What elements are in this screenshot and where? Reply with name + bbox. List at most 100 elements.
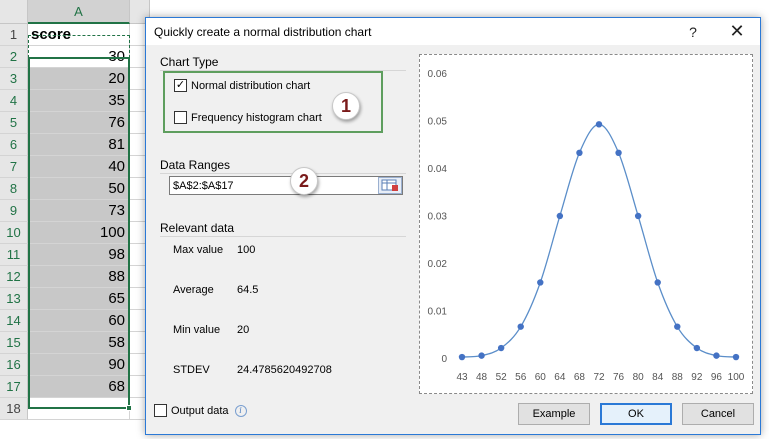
empty-cell[interactable] xyxy=(130,24,150,46)
normal-chart-option[interactable]: ✓ Normal distribution chart xyxy=(174,79,310,92)
data-point xyxy=(497,344,505,352)
close-button[interactable]: ✕ xyxy=(729,21,745,41)
empty-cell[interactable] xyxy=(130,310,150,332)
data-cell[interactable]: 65 xyxy=(28,288,130,310)
sheet-row: 18 xyxy=(0,398,150,420)
row-number[interactable]: 11 xyxy=(0,244,28,266)
data-point xyxy=(654,279,661,286)
empty-cell[interactable] xyxy=(130,134,150,156)
empty-cell[interactable] xyxy=(130,200,150,222)
row-number[interactable]: 4 xyxy=(0,90,28,112)
output-data-option[interactable]: Output data i xyxy=(154,404,247,417)
relevant-data-label: Relevant data xyxy=(160,221,235,235)
histogram-chart-checkbox[interactable] xyxy=(174,111,187,124)
fill-handle[interactable] xyxy=(126,405,132,411)
cancel-button[interactable]: Cancel xyxy=(682,403,754,425)
data-range-input[interactable]: $A$2:$A$17 xyxy=(169,176,403,195)
row-number[interactable]: 13 xyxy=(0,288,28,310)
empty-cell[interactable] xyxy=(130,398,150,420)
data-cell[interactable]: 30 xyxy=(28,46,130,68)
row-number[interactable]: 15 xyxy=(0,332,28,354)
row-number[interactable]: 14 xyxy=(0,310,28,332)
row-number[interactable]: 6 xyxy=(0,134,28,156)
info-icon[interactable]: i xyxy=(234,404,247,417)
sheet-row: 9 73 xyxy=(0,200,150,222)
data-point xyxy=(713,352,720,359)
row-number[interactable]: 17 xyxy=(0,376,28,398)
sheet-row: 3 20 xyxy=(0,68,150,90)
empty-cell[interactable] xyxy=(130,354,150,376)
row-number[interactable]: 7 xyxy=(0,156,28,178)
x-tick-label: 43 xyxy=(456,372,468,383)
row-number[interactable]: 12 xyxy=(0,266,28,288)
empty-cell[interactable] xyxy=(130,288,150,310)
row-number[interactable]: 16 xyxy=(0,354,28,376)
row-number[interactable]: 5 xyxy=(0,112,28,134)
row-number[interactable]: 18 xyxy=(0,398,28,420)
data-cell[interactable]: 58 xyxy=(28,332,130,354)
data-cell[interactable] xyxy=(28,398,130,420)
y-tick-label: 0.03 xyxy=(428,212,448,223)
empty-cell[interactable] xyxy=(130,46,150,68)
range-select-button[interactable] xyxy=(378,177,402,194)
x-tick-label: 92 xyxy=(691,372,703,383)
histogram-chart-option[interactable]: Frequency histogram chart xyxy=(174,111,322,124)
stdev-value: 24.4785620492708 xyxy=(237,364,332,376)
row-number[interactable]: 9 xyxy=(0,200,28,222)
data-cell[interactable]: 81 xyxy=(28,134,130,156)
sheet-row: 6 81 xyxy=(0,134,150,156)
empty-cell[interactable] xyxy=(130,156,150,178)
empty-cell[interactable] xyxy=(130,90,150,112)
sheet-row: 10 100 xyxy=(0,222,150,244)
y-tick-label: 0.05 xyxy=(428,117,448,128)
sheet-row: 17 68 xyxy=(0,376,150,398)
example-button[interactable]: Example xyxy=(518,403,590,425)
max-value-label: Max value xyxy=(173,244,224,256)
sheet-row: 5 76 xyxy=(0,112,150,134)
row-number[interactable]: 8 xyxy=(0,178,28,200)
data-cell[interactable]: 98 xyxy=(28,244,130,266)
dialog-title: Quickly create a normal distribution cha… xyxy=(154,24,372,39)
data-cell[interactable]: 50 xyxy=(28,178,130,200)
data-point xyxy=(556,212,564,220)
data-cell[interactable]: 20 xyxy=(28,68,130,90)
data-cell[interactable]: 76 xyxy=(28,112,130,134)
sheet-row: 1 score xyxy=(0,24,150,46)
x-tick-label: 56 xyxy=(515,372,527,383)
data-ranges-label: Data Ranges xyxy=(160,158,231,172)
data-point xyxy=(693,344,701,352)
data-cell[interactable]: 88 xyxy=(28,266,130,288)
row-number[interactable]: 10 xyxy=(0,222,28,244)
empty-cell[interactable] xyxy=(130,266,150,288)
normal-chart-label: Normal distribution chart xyxy=(191,79,311,92)
data-cell[interactable]: 40 xyxy=(28,156,130,178)
empty-cell[interactable] xyxy=(130,222,150,244)
select-all-corner[interactable] xyxy=(0,0,28,24)
data-cell[interactable]: 60 xyxy=(28,310,130,332)
empty-cell[interactable] xyxy=(130,376,150,398)
empty-cell[interactable] xyxy=(130,68,150,90)
help-button[interactable]: ? xyxy=(689,23,697,40)
data-cell[interactable]: 73 xyxy=(28,200,130,222)
empty-cell[interactable] xyxy=(130,332,150,354)
output-data-checkbox[interactable] xyxy=(154,404,167,417)
column-header-a[interactable]: A xyxy=(28,0,130,24)
average-label: Average xyxy=(173,284,214,296)
row-number[interactable]: 3 xyxy=(0,68,28,90)
row-number[interactable]: 1 xyxy=(0,24,28,46)
x-tick-label: 48 xyxy=(476,372,488,383)
data-cell[interactable]: 90 xyxy=(28,354,130,376)
header-cell[interactable]: score xyxy=(28,24,130,46)
data-point xyxy=(732,353,740,361)
empty-cell[interactable] xyxy=(130,244,150,266)
ok-button[interactable]: OK xyxy=(600,403,672,425)
data-cell[interactable]: 68 xyxy=(28,376,130,398)
empty-cell[interactable] xyxy=(130,112,150,134)
row-number[interactable]: 2 xyxy=(0,46,28,68)
sheet-row: 16 90 xyxy=(0,354,150,376)
data-cell[interactable]: 100 xyxy=(28,222,130,244)
empty-cell[interactable] xyxy=(130,178,150,200)
sheet-row: 13 65 xyxy=(0,288,150,310)
data-cell[interactable]: 35 xyxy=(28,90,130,112)
normal-chart-checkbox[interactable]: ✓ xyxy=(174,79,187,92)
